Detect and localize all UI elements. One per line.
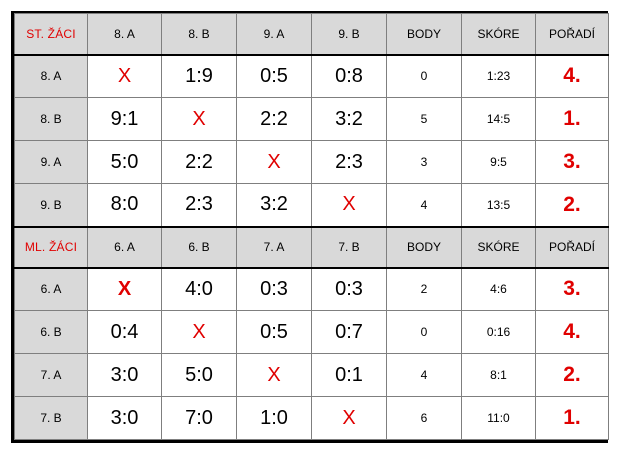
goal-score-cell: 0:16: [461, 310, 536, 354]
self-match-cell: X: [161, 310, 237, 354]
match-score-cell: 0:5: [236, 54, 312, 98]
match-score-cell: 0:8: [311, 54, 387, 98]
table-row: 8. A X 1:9 0:5 0:8 0 1:23 4.: [14, 54, 609, 98]
section-title: ST. ŽÁCI: [14, 13, 88, 56]
goal-score-cell: 1:23: [461, 54, 536, 98]
match-score-cell: 3:2: [236, 183, 312, 228]
match-score-cell: 8:0: [87, 183, 162, 228]
match-score-cell: 3:0: [87, 353, 162, 397]
match-score-cell: 3:2: [311, 97, 387, 141]
self-match-cell: X: [161, 97, 237, 141]
goal-score-cell: 11:0: [461, 396, 536, 440]
column-header: 6. B: [161, 226, 237, 269]
match-score-cell: 0:3: [311, 267, 387, 311]
points-cell: 4: [386, 353, 462, 397]
table-row: 8. B 9:1 X 2:2 3:2 5 14:5 1.: [14, 97, 609, 141]
self-match-cell: X: [87, 54, 162, 98]
match-score-cell: 2:3: [161, 183, 237, 228]
match-score-cell: 9:1: [87, 97, 162, 141]
points-cell: 4: [386, 183, 462, 228]
points-cell: 0: [386, 310, 462, 354]
goal-score-cell: 8:1: [461, 353, 536, 397]
match-score-cell: 1:9: [161, 54, 237, 98]
table-row: 7. A 3:0 5:0 X 0:1 4 8:1 2.: [14, 353, 609, 397]
table-row: 6. A X 4:0 0:3 0:3 2 4:6 3.: [14, 267, 609, 311]
self-match-cell: X: [311, 183, 387, 228]
rank-cell: 3.: [535, 267, 609, 311]
section-title: ML. ŽÁCI: [14, 226, 88, 269]
column-header: 9. A: [236, 13, 312, 56]
rank-cell: 4.: [535, 310, 609, 354]
row-label: 6. A: [14, 267, 88, 311]
points-cell: 5: [386, 97, 462, 141]
column-header: 8. B: [161, 13, 237, 56]
points-cell: 2: [386, 267, 462, 311]
match-score-cell: 7:0: [161, 396, 237, 440]
section-header-row: ML. ŽÁCI 6. A 6. B 7. A 7. B BODY SKÓRE POŘADÍ: [14, 226, 609, 269]
column-header: BODY: [386, 226, 462, 269]
match-score-cell: 2:2: [236, 97, 312, 141]
match-score-cell: 1:0: [236, 396, 312, 440]
table-row: 7. B 3:0 7:0 1:0 X 6 11:0 1.: [14, 396, 609, 440]
column-header: 7. B: [311, 226, 387, 269]
table-row: 9. A 5:0 2:2 X 2:3 3 9:5 3.: [14, 140, 609, 184]
match-score-cell: 5:0: [161, 353, 237, 397]
table-row: 6. B 0:4 X 0:5 0:7 0 0:16 4.: [14, 310, 609, 354]
self-match-cell: X: [87, 267, 162, 311]
row-label: 7. B: [14, 396, 88, 440]
points-cell: 0: [386, 54, 462, 98]
row-label: 7. A: [14, 353, 88, 397]
column-header: POŘADÍ: [535, 226, 609, 269]
match-score-cell: 4:0: [161, 267, 237, 311]
column-header: BODY: [386, 13, 462, 56]
points-cell: 3: [386, 140, 462, 184]
results-table: ST. ŽÁCI 8. A 8. B 9. A 9. B BODY SKÓRE POŘADÍ 8…: [14, 13, 609, 440]
table-row: 9. B 8:0 2:3 3:2 X 4 13:5 2.: [14, 183, 609, 228]
row-label: 8. B: [14, 97, 88, 141]
match-score-cell: 0:7: [311, 310, 387, 354]
match-score-cell: 0:3: [236, 267, 312, 311]
rank-cell: 4.: [535, 54, 609, 98]
row-label: 6. B: [14, 310, 88, 354]
row-label: 9. B: [14, 183, 88, 228]
match-score-cell: 2:3: [311, 140, 387, 184]
self-match-cell: X: [236, 353, 312, 397]
match-score-cell: 0:1: [311, 353, 387, 397]
column-header: SKÓRE: [461, 226, 536, 269]
match-score-cell: 5:0: [87, 140, 162, 184]
self-match-cell: X: [236, 140, 312, 184]
goal-score-cell: 13:5: [461, 183, 536, 228]
column-header: SKÓRE: [461, 13, 536, 56]
rank-cell: 3.: [535, 140, 609, 184]
rank-cell: 2.: [535, 353, 609, 397]
goal-score-cell: 4:6: [461, 267, 536, 311]
row-label: 8. A: [14, 54, 88, 98]
row-label: 9. A: [14, 140, 88, 184]
rank-cell: 1.: [535, 396, 609, 440]
match-score-cell: 2:2: [161, 140, 237, 184]
rank-cell: 2.: [535, 183, 609, 228]
match-score-cell: 3:0: [87, 396, 162, 440]
match-score-cell: 0:4: [87, 310, 162, 354]
column-header: 8. A: [87, 13, 162, 56]
section-header-row: ST. ŽÁCI 8. A 8. B 9. A 9. B BODY SKÓRE POŘADÍ: [14, 13, 609, 56]
points-cell: 6: [386, 396, 462, 440]
column-header: 9. B: [311, 13, 387, 56]
goal-score-cell: 14:5: [461, 97, 536, 141]
column-header: 6. A: [87, 226, 162, 269]
self-match-cell: X: [311, 396, 387, 440]
goal-score-cell: 9:5: [461, 140, 536, 184]
match-score-cell: 0:5: [236, 310, 312, 354]
column-header: POŘADÍ: [535, 13, 609, 56]
column-header: 7. A: [236, 226, 312, 269]
rank-cell: 1.: [535, 97, 609, 141]
